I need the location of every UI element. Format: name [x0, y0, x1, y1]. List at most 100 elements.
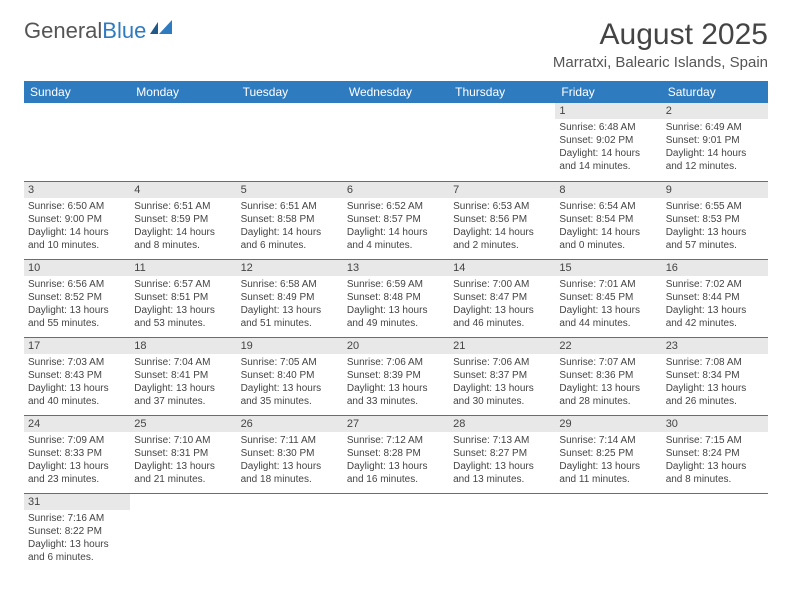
day-details: Sunrise: 7:09 AMSunset: 8:33 PMDaylight:… — [24, 432, 130, 488]
week-row: 3Sunrise: 6:50 AMSunset: 9:00 PMDaylight… — [24, 181, 768, 259]
day-details: Sunrise: 7:08 AMSunset: 8:34 PMDaylight:… — [662, 354, 768, 410]
sunrise-text: Sunrise: 7:10 AM — [134, 434, 232, 447]
daylight-text: Daylight: 13 hours and 18 minutes. — [241, 460, 339, 486]
sunrise-text: Sunrise: 6:51 AM — [241, 200, 339, 213]
day-cell — [237, 493, 343, 571]
day-details: Sunrise: 7:00 AMSunset: 8:47 PMDaylight:… — [449, 276, 555, 332]
day-cell: 14Sunrise: 7:00 AMSunset: 8:47 PMDayligh… — [449, 259, 555, 337]
day-cell: 21Sunrise: 7:06 AMSunset: 8:37 PMDayligh… — [449, 337, 555, 415]
daylight-text: Daylight: 13 hours and 23 minutes. — [28, 460, 126, 486]
daylight-text: Daylight: 13 hours and 53 minutes. — [134, 304, 232, 330]
day-number: 2 — [662, 103, 768, 119]
week-row: 31 Sunrise: 7:16 AMSunset: 8:22 PMDayligh… — [24, 493, 768, 571]
day-cell: 29Sunrise: 7:14 AMSunset: 8:25 PMDayligh… — [555, 415, 661, 493]
day-details: Sunrise: 7:13 AMSunset: 8:27 PMDaylight:… — [449, 432, 555, 488]
day-number: 10 — [24, 260, 130, 276]
week-row: 1Sunrise: 6:48 AMSunset: 9:02 PMDaylight… — [24, 103, 768, 181]
day-number: 14 — [449, 260, 555, 276]
sunrise-text: Sunrise: 7:03 AM — [28, 356, 126, 369]
daylight-text: Daylight: 14 hours and 10 minutes. — [28, 226, 126, 252]
logo-text-second: Blue — [102, 18, 146, 44]
daylight-text: Daylight: 14 hours and 8 minutes. — [134, 226, 232, 252]
sunset-text: Sunset: 8:33 PM — [28, 447, 126, 460]
sunrise-text: Sunrise: 7:16 AM — [28, 512, 126, 525]
day-cell: 20Sunrise: 7:06 AMSunset: 8:39 PMDayligh… — [343, 337, 449, 415]
day-number: 15 — [555, 260, 661, 276]
sunset-text: Sunset: 8:57 PM — [347, 213, 445, 226]
daylight-text: Daylight: 13 hours and 8 minutes. — [666, 460, 764, 486]
sunset-text: Sunset: 9:01 PM — [666, 134, 764, 147]
sunset-text: Sunset: 8:48 PM — [347, 291, 445, 304]
day-cell — [237, 103, 343, 181]
day-details: Sunrise: 7:12 AMSunset: 8:28 PMDaylight:… — [343, 432, 449, 488]
day-cell: 24Sunrise: 7:09 AMSunset: 8:33 PMDayligh… — [24, 415, 130, 493]
day-cell: 8Sunrise: 6:54 AMSunset: 8:54 PMDaylight… — [555, 181, 661, 259]
day-details: Sunrise: 7:01 AMSunset: 8:45 PMDaylight:… — [555, 276, 661, 332]
sunrise-text: Sunrise: 7:05 AM — [241, 356, 339, 369]
day-cell: 30Sunrise: 7:15 AMSunset: 8:24 PMDayligh… — [662, 415, 768, 493]
sunset-text: Sunset: 8:44 PM — [666, 291, 764, 304]
day-number: 22 — [555, 338, 661, 354]
day-details: Sunrise: 6:54 AMSunset: 8:54 PMDaylight:… — [555, 198, 661, 254]
daylight-text: Daylight: 13 hours and 35 minutes. — [241, 382, 339, 408]
sunset-text: Sunset: 8:53 PM — [666, 213, 764, 226]
day-header: Saturday — [662, 81, 768, 103]
sunset-text: Sunset: 8:43 PM — [28, 369, 126, 382]
day-cell — [662, 493, 768, 571]
sunset-text: Sunset: 8:22 PM — [28, 525, 126, 538]
day-number: 5 — [237, 182, 343, 198]
day-details: Sunrise: 7:11 AMSunset: 8:30 PMDaylight:… — [237, 432, 343, 488]
day-number: 28 — [449, 416, 555, 432]
day-cell: 5Sunrise: 6:51 AMSunset: 8:58 PMDaylight… — [237, 181, 343, 259]
daylight-text: Daylight: 14 hours and 14 minutes. — [559, 147, 657, 173]
day-header: Tuesday — [237, 81, 343, 103]
day-cell: 31 Sunrise: 7:16 AMSunset: 8:22 PMDayligh… — [24, 493, 130, 571]
day-number: 29 — [555, 416, 661, 432]
sunset-text: Sunset: 9:02 PM — [559, 134, 657, 147]
sunset-text: Sunset: 8:54 PM — [559, 213, 657, 226]
location-text: Marratxi, Balearic Islands, Spain — [553, 54, 768, 71]
day-cell: 2 Sunrise: 6:49 AMSunset: 9:01 PMDaylight… — [662, 103, 768, 181]
day-number: 31 — [24, 494, 130, 510]
title-block: August 2025 Marratxi, Balearic Islands, … — [553, 18, 768, 71]
day-number: 17 — [24, 338, 130, 354]
sunrise-text: Sunrise: 6:59 AM — [347, 278, 445, 291]
day-number: 4 — [130, 182, 236, 198]
sunrise-text: Sunrise: 6:48 AM — [559, 121, 657, 134]
sunset-text: Sunset: 8:41 PM — [134, 369, 232, 382]
week-row: 24Sunrise: 7:09 AMSunset: 8:33 PMDayligh… — [24, 415, 768, 493]
header: GeneralBlue August 2025 Marratxi, Balear… — [24, 18, 768, 71]
daylight-text: Daylight: 13 hours and 6 minutes. — [28, 538, 126, 564]
sunset-text: Sunset: 9:00 PM — [28, 213, 126, 226]
day-details: Sunrise: 7:02 AMSunset: 8:44 PMDaylight:… — [662, 276, 768, 332]
daylight-text: Daylight: 14 hours and 6 minutes. — [241, 226, 339, 252]
day-details: Sunrise: 6:57 AMSunset: 8:51 PMDaylight:… — [130, 276, 236, 332]
daylight-text: Daylight: 13 hours and 55 minutes. — [28, 304, 126, 330]
sunrise-text: Sunrise: 6:49 AM — [666, 121, 764, 134]
day-details: Sunrise: 6:59 AMSunset: 8:48 PMDaylight:… — [343, 276, 449, 332]
sunrise-text: Sunrise: 7:02 AM — [666, 278, 764, 291]
sunrise-text: Sunrise: 6:51 AM — [134, 200, 232, 213]
day-cell: 16Sunrise: 7:02 AMSunset: 8:44 PMDayligh… — [662, 259, 768, 337]
sunrise-text: Sunrise: 7:01 AM — [559, 278, 657, 291]
sunrise-text: Sunrise: 7:06 AM — [453, 356, 551, 369]
sunset-text: Sunset: 8:59 PM — [134, 213, 232, 226]
day-header: Monday — [130, 81, 236, 103]
day-cell: 10Sunrise: 6:56 AMSunset: 8:52 PMDayligh… — [24, 259, 130, 337]
sunset-text: Sunset: 8:31 PM — [134, 447, 232, 460]
sunrise-text: Sunrise: 7:11 AM — [241, 434, 339, 447]
day-number: 26 — [237, 416, 343, 432]
sunrise-text: Sunrise: 7:14 AM — [559, 434, 657, 447]
sunset-text: Sunset: 8:40 PM — [241, 369, 339, 382]
day-details: Sunrise: 7:10 AMSunset: 8:31 PMDaylight:… — [130, 432, 236, 488]
day-cell: 9Sunrise: 6:55 AMSunset: 8:53 PMDaylight… — [662, 181, 768, 259]
week-row: 17 Sunrise: 7:03 AMSunset: 8:43 PM Dayligh… — [24, 337, 768, 415]
day-number: 21 — [449, 338, 555, 354]
daylight-text: Daylight: 14 hours and 12 minutes. — [666, 147, 764, 173]
sunrise-text: Sunrise: 6:53 AM — [453, 200, 551, 213]
sunset-text: Sunset: 8:37 PM — [453, 369, 551, 382]
sunset-text: Sunset: 8:39 PM — [347, 369, 445, 382]
day-details: Sunrise: 6:56 AMSunset: 8:52 PMDaylight:… — [24, 276, 130, 332]
sunset-text: Sunset: 8:34 PM — [666, 369, 764, 382]
day-details: Sunrise: 6:55 AMSunset: 8:53 PMDaylight:… — [662, 198, 768, 254]
